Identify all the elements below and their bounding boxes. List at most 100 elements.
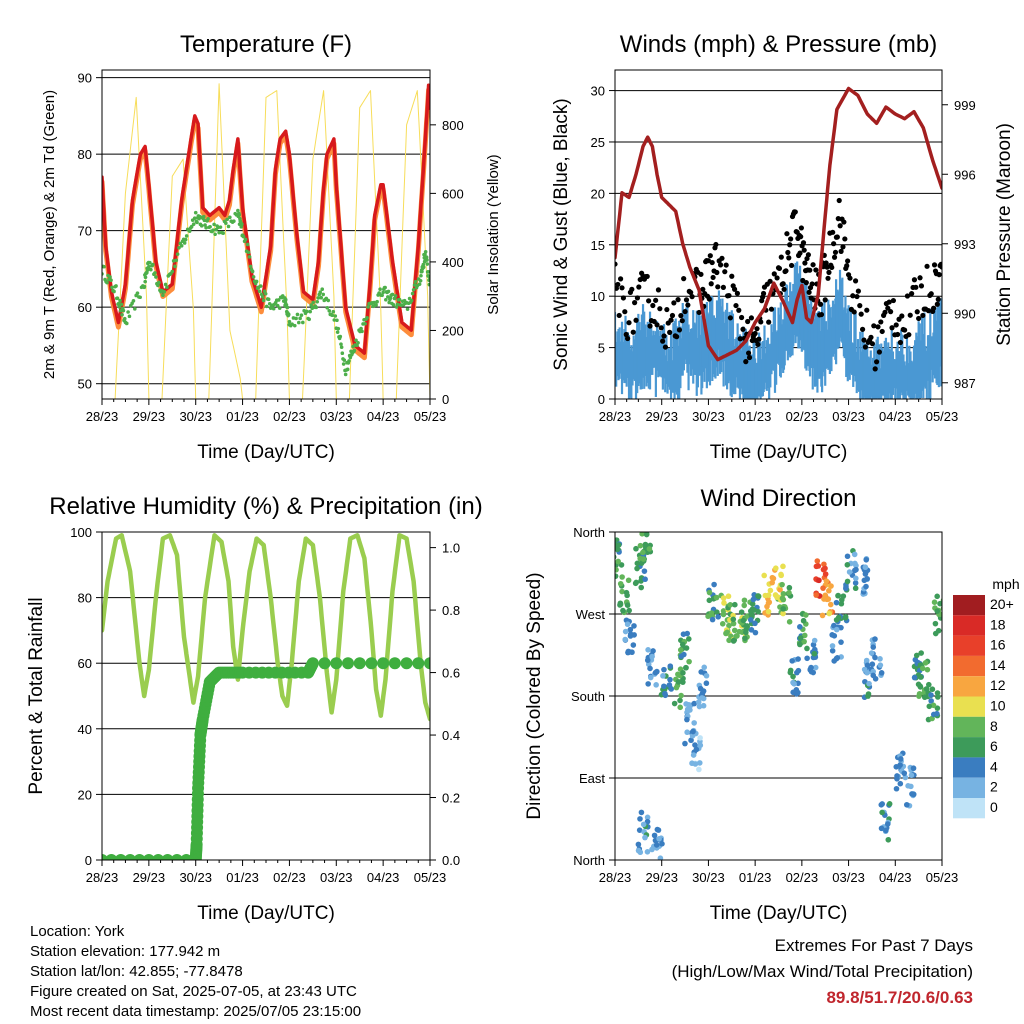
- y-tick-label: 10: [591, 289, 605, 304]
- direction-point: [626, 607, 632, 614]
- dewpoint-point: [157, 280, 161, 285]
- gust-point: [792, 209, 798, 215]
- direction-point: [732, 601, 738, 608]
- direction-point: [808, 668, 815, 675]
- direction-point: [813, 592, 819, 598]
- y2-tick-label: 0.0: [442, 853, 460, 868]
- direction-point: [910, 791, 917, 798]
- direction-point: [852, 567, 858, 574]
- gust-point: [778, 254, 784, 260]
- gust-point: [619, 285, 625, 291]
- y-axis-label: Percent & Total Rainfall: [26, 597, 47, 794]
- direction-point: [780, 590, 787, 597]
- direction-point: [834, 655, 841, 661]
- gust-point: [934, 301, 940, 307]
- direction-point: [934, 694, 941, 700]
- dewpoint-point: [218, 225, 223, 229]
- gust-point: [746, 354, 753, 361]
- dewpoint-point: [339, 345, 344, 349]
- direction-point: [684, 716, 690, 723]
- gust-point: [713, 241, 719, 248]
- y-tick-label: 100: [70, 525, 92, 540]
- gust-point: [774, 275, 780, 281]
- direction-point: [660, 673, 666, 679]
- direction-point: [677, 647, 684, 653]
- direction-point: [671, 700, 678, 707]
- direction-point: [682, 740, 688, 747]
- gust-point: [871, 323, 877, 329]
- dewpoint-point: [241, 234, 246, 239]
- dewpoint-point: [290, 322, 294, 326]
- dewpoint-point: [372, 300, 376, 305]
- direction-point: [779, 581, 785, 588]
- direction-point: [808, 664, 814, 671]
- direction-point: [844, 562, 851, 568]
- direction-point: [720, 595, 727, 601]
- direction-point: [772, 565, 779, 571]
- gust-point: [852, 278, 859, 284]
- gust-point: [805, 252, 811, 258]
- dewpoint-point: [177, 246, 181, 250]
- dewpoint-point: [297, 320, 301, 325]
- direction-point: [727, 602, 734, 608]
- dewpoint-point: [148, 260, 152, 265]
- dewpoint-point: [307, 317, 311, 322]
- gust-point: [662, 344, 669, 350]
- gust-point: [618, 276, 624, 282]
- dewpoint-point: [338, 334, 343, 339]
- direction-point: [913, 652, 920, 659]
- dewpoint-point: [287, 319, 292, 324]
- x-tick-label: 28/23: [599, 409, 632, 424]
- gust-point: [786, 255, 792, 261]
- dewpoint-point: [380, 293, 384, 298]
- dewpoint-point: [421, 262, 426, 267]
- dewpoint-point: [294, 316, 298, 321]
- gust-point: [936, 272, 942, 278]
- dewpoint-point: [250, 269, 255, 274]
- direction-point: [615, 573, 619, 579]
- direction-point: [642, 541, 649, 548]
- gust-point: [616, 312, 622, 319]
- precip-point: [105, 854, 118, 860]
- gust-point: [740, 326, 746, 332]
- direction-point: [627, 626, 634, 633]
- gust-point: [842, 236, 848, 242]
- direction-point: [656, 835, 662, 842]
- direction-point: [775, 594, 781, 601]
- direction-point: [902, 774, 909, 781]
- gust-point: [660, 338, 666, 344]
- gust-point: [698, 271, 704, 277]
- gust-point: [800, 240, 807, 246]
- precip-point: [412, 657, 425, 670]
- direction-point: [644, 814, 651, 821]
- direction-point: [842, 613, 849, 620]
- direction-point: [743, 629, 749, 636]
- direction-point: [879, 809, 885, 816]
- chart-title: Wind Direction: [700, 485, 856, 512]
- gust-point: [729, 273, 735, 279]
- direction-point: [765, 600, 772, 606]
- dewpoint-point: [366, 305, 370, 309]
- direction-point: [791, 680, 797, 687]
- direction-point: [696, 760, 703, 766]
- direction-point: [615, 554, 617, 560]
- gust-point: [889, 325, 895, 331]
- y-tick-label: 50: [78, 377, 92, 392]
- x-tick-label: 29/23: [133, 870, 166, 885]
- dewpoint-point: [179, 244, 184, 248]
- dewpoint-point: [245, 242, 250, 247]
- direction-point: [863, 657, 870, 664]
- direction-point: [835, 614, 842, 621]
- direction-point: [652, 669, 659, 676]
- direction-point: [816, 577, 822, 584]
- direction-point: [814, 558, 821, 564]
- precip-point: [152, 854, 165, 860]
- direction-point: [644, 818, 651, 825]
- y2-axis-label: Solar Insolation (Yellow): [485, 154, 502, 314]
- dewpoint-point: [333, 314, 338, 318]
- dewpoint-point: [285, 305, 290, 310]
- direction-point: [615, 567, 619, 573]
- gust-point: [822, 297, 828, 303]
- legend-swatch: [953, 716, 985, 738]
- gust-point: [620, 295, 627, 301]
